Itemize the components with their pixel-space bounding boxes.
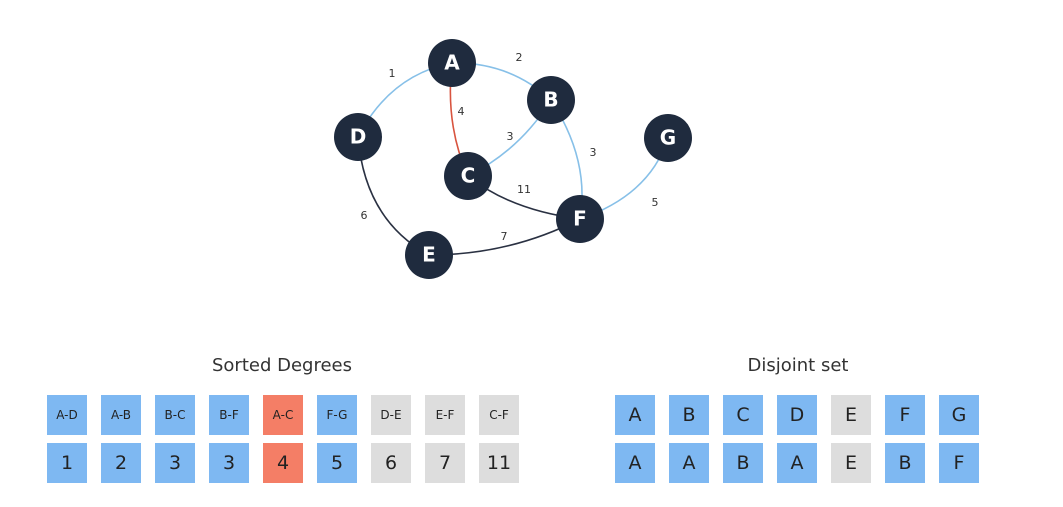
set-parent-cell: F [939, 443, 979, 483]
degree-weight-cell: 3 [155, 443, 195, 483]
node-circle [644, 114, 692, 162]
degree-edge-cell: B-F [209, 395, 249, 435]
edge-weight-a-d: 1 [389, 67, 396, 80]
node-circle [556, 195, 604, 243]
degree-weight-cell: 2 [101, 443, 141, 483]
node-label: C [461, 164, 476, 188]
set-node-cell: C [723, 395, 763, 435]
degree-weight-cell: 3 [209, 443, 249, 483]
degree-weight-cell: 6 [371, 443, 411, 483]
set-parent-cell: A [615, 443, 655, 483]
node-circle [428, 39, 476, 87]
degree-weight-cell: 4 [263, 443, 303, 483]
edge-weight-b-f: 3 [590, 146, 597, 159]
node-circle [334, 113, 382, 161]
degree-edge-cell: A-D [47, 395, 87, 435]
set-parent-cell: A [669, 443, 709, 483]
node-e: E [405, 231, 453, 279]
disjoint-set-title: Disjoint set [747, 355, 849, 376]
degree-weight-cell: 1 [47, 443, 87, 483]
set-parent-cell: B [723, 443, 763, 483]
degree-edge-cell: F-G [317, 395, 357, 435]
edge-weight-a-b: 2 [516, 51, 523, 64]
degree-edge-cell: C-F [479, 395, 519, 435]
node-a: A [428, 39, 476, 87]
nodes-layer: A B C D E F G [334, 39, 692, 279]
set-node-cell: D [777, 395, 817, 435]
degree-weight-cell: 11 [479, 443, 519, 483]
node-label: F [573, 207, 587, 231]
edges-layer [357, 62, 669, 256]
degree-edge-cell: D-E [371, 395, 411, 435]
node-label: D [350, 125, 367, 149]
set-parent-cell: A [777, 443, 817, 483]
edge-weight-c-f: 11 [517, 183, 531, 196]
node-label: B [543, 88, 558, 112]
node-label: G [660, 126, 676, 150]
set-parent-cell: E [831, 443, 871, 483]
node-f: F [556, 195, 604, 243]
node-circle [527, 76, 575, 124]
node-c: C [444, 152, 492, 200]
degree-weight-cell: 7 [425, 443, 465, 483]
edge-weight-e-f: 7 [501, 230, 508, 243]
degree-edge-cell: A-B [101, 395, 141, 435]
set-parent-cell: B [885, 443, 925, 483]
node-b: B [527, 76, 575, 124]
node-d: D [334, 113, 382, 161]
edge-weight-d-e: 6 [361, 209, 368, 222]
node-circle [405, 231, 453, 279]
node-g: G [644, 114, 692, 162]
set-node-cell: E [831, 395, 871, 435]
graph-diagram: 1 2 4 3 3 11 5 6 7 A B C D E F G [334, 39, 692, 279]
degree-edge-cell: E-F [425, 395, 465, 435]
sorted-degrees-title: Sorted Degrees [211, 355, 352, 376]
degree-edge-cell: B-C [155, 395, 195, 435]
node-label: A [444, 51, 460, 75]
set-node-cell: A [615, 395, 655, 435]
edge-weight-f-g: 5 [652, 196, 659, 209]
node-circle [444, 152, 492, 200]
edge-weight-a-c: 4 [458, 105, 465, 118]
set-node-cell: G [939, 395, 979, 435]
node-label: E [422, 243, 436, 267]
edge-weight-b-c: 3 [507, 130, 514, 143]
degree-edge-cell: A-C [263, 395, 303, 435]
degree-weight-cell: 5 [317, 443, 357, 483]
set-node-cell: B [669, 395, 709, 435]
edge-weights-layer: 1 2 4 3 3 11 5 6 7 [361, 51, 659, 243]
set-node-cell: F [885, 395, 925, 435]
